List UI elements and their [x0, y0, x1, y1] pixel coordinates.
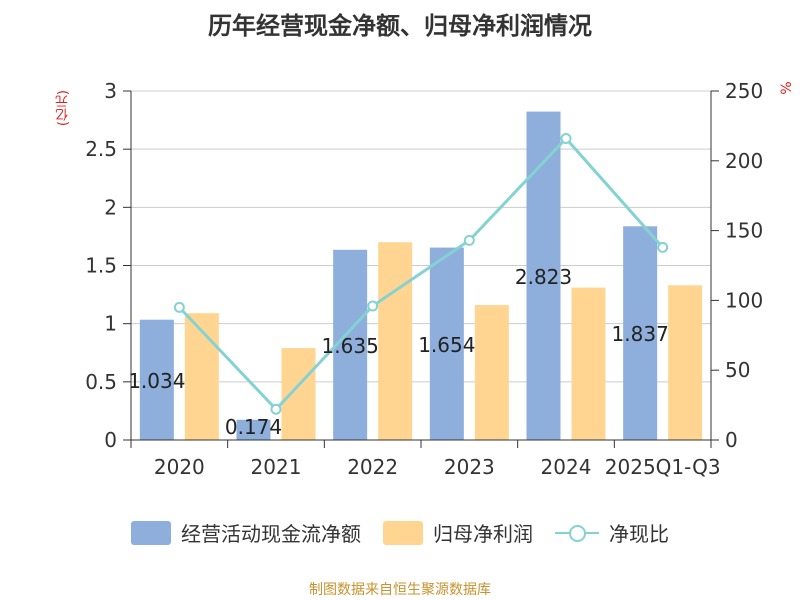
- x-tick-label: 2023: [444, 455, 495, 479]
- ratio-line: [173, 132, 669, 415]
- legend-item-net-profit[interactable]: 归母净利润: [383, 518, 533, 547]
- legend-item-ratio[interactable]: 净现比: [555, 518, 669, 547]
- chart-title: 历年经营现金净额、归母净利润情况: [208, 12, 592, 40]
- bar-net-profit: [571, 287, 606, 440]
- x-tick-label: 2021: [251, 455, 302, 479]
- bar-net-profit: [184, 313, 219, 440]
- data-label-cashflow: 1.034: [128, 369, 185, 393]
- y-right-tick-label: 100: [725, 288, 763, 312]
- y-right-tick-label: 150: [725, 219, 763, 243]
- x-tick-label: 2024: [541, 455, 592, 479]
- y-right-tick-label: 50: [725, 358, 750, 382]
- ratio-point: [270, 403, 282, 415]
- y-right-tick-label: 250: [725, 79, 763, 103]
- x-tick-label: 2020: [154, 455, 205, 479]
- data-label-cashflow: 1.635: [322, 334, 379, 358]
- bar-cashflow: [333, 249, 368, 440]
- data-labels: 1.034 0.174 1.635 1.654 2.823 1.837: [128, 265, 669, 439]
- y-left-tick-label: 0: [104, 428, 117, 452]
- ratio-polyline: [178, 136, 664, 412]
- ratio-point: [463, 234, 475, 246]
- data-label-cashflow: 1.654: [418, 333, 475, 357]
- y-left-tick-label: 2.5: [85, 137, 117, 161]
- bar-net-profit: [474, 305, 509, 440]
- y-right-tick-label: 200: [725, 149, 763, 173]
- bar-cashflow: [526, 111, 561, 440]
- y-left-tick-label: 2: [104, 195, 117, 219]
- bar-cashflow: [623, 226, 658, 440]
- x-tick-label: 2025Q1-Q3: [605, 455, 721, 479]
- legend-swatch-net-profit: [383, 520, 423, 545]
- grid-lines: [131, 90, 711, 383]
- data-label-cashflow: 0.174: [225, 415, 282, 439]
- bar-cashflow: [429, 247, 464, 440]
- y-left-tick-label: 1: [104, 312, 117, 336]
- legend-label-cashflow: 经营活动现金流净额: [181, 522, 361, 546]
- bar-cashflow: [139, 319, 174, 440]
- ratio-point: [560, 132, 572, 144]
- ratio-point: [657, 241, 669, 253]
- y-left-tick-label: 0.5: [85, 370, 117, 394]
- x-tick-label: 2022: [347, 455, 398, 479]
- axes: 0 0.5 1 1.5 2 2.5 3 0 50 100 150 200 250 2020 2021 2022…: [85, 79, 763, 479]
- y-right-tick-label: 0: [725, 428, 738, 452]
- ratio-point: [173, 301, 185, 313]
- legend-item-cashflow[interactable]: 经营活动现金流净额: [131, 518, 361, 547]
- data-label-cashflow: 2.823: [515, 265, 572, 289]
- source-note: 制图数据来自恒生聚源数据库: [309, 582, 491, 598]
- bar-net-profit: [281, 348, 316, 440]
- legend: 经营活动现金流净额 归母净利润 净现比: [0, 518, 800, 547]
- legend-label-ratio: 净现比: [609, 522, 669, 546]
- ratio-point: [367, 300, 379, 312]
- y-left-tick-label: 3: [104, 79, 117, 103]
- legend-swatch-cashflow: [131, 520, 171, 545]
- legend-label-net-profit: 归母净利润: [433, 522, 533, 546]
- data-label-cashflow: 1.837: [612, 322, 669, 346]
- bar-net-profit: [668, 285, 703, 440]
- bar-cashflow: [236, 419, 271, 440]
- legend-line-marker-icon: [555, 521, 599, 545]
- y-left-tick-label: 1.5: [85, 254, 117, 278]
- bar-net-profit: [378, 242, 413, 440]
- bars: [139, 111, 703, 440]
